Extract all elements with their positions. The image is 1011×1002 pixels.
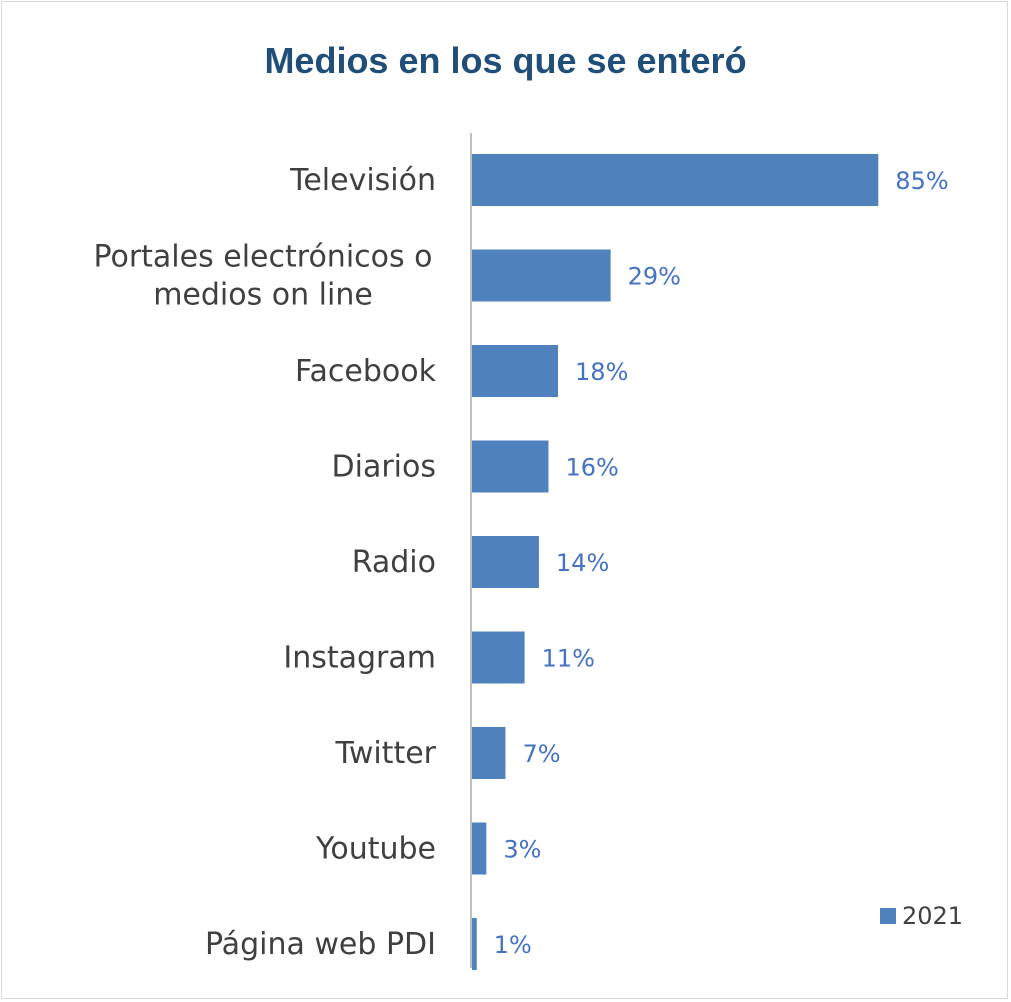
category-label-5: Instagram: [283, 641, 436, 676]
chart-title: Medios en los que se enteró: [264, 40, 747, 81]
bar-1: [472, 249, 611, 302]
value-label-7: 3%: [503, 836, 541, 864]
bar-2: [472, 345, 559, 397]
value-label-0: 85%: [895, 167, 948, 195]
value-label-5: 11%: [542, 645, 595, 673]
legend-label: 2021: [902, 902, 964, 930]
category-label-7: Youtube: [315, 832, 436, 867]
bar-6: [472, 727, 506, 779]
category-label-3: Diarios: [332, 450, 436, 485]
bar-8: [472, 918, 477, 970]
category-label-8: Página web PDI: [205, 927, 436, 962]
category-label-2: Facebook: [295, 354, 437, 389]
bar-0: [472, 154, 879, 206]
value-label-4: 14%: [556, 549, 609, 577]
bar-7: [472, 822, 487, 875]
bar-3: [472, 440, 549, 493]
category-label-1: Portales electrónicos o medios on line: [93, 240, 432, 313]
bar-5: [472, 631, 525, 684]
legend: 2021: [880, 902, 963, 930]
bar-4: [472, 536, 539, 588]
value-label-3: 16%: [565, 454, 618, 482]
category-label-6: Twitter: [334, 736, 436, 771]
value-label-2: 18%: [575, 358, 628, 386]
value-label-8: 1%: [494, 931, 532, 959]
legend-swatch: [880, 908, 896, 924]
category-label-4: Radio: [352, 545, 436, 580]
value-label-6: 7%: [522, 740, 560, 768]
category-label-0: Televisión: [289, 163, 436, 198]
value-label-1: 29%: [628, 263, 681, 291]
